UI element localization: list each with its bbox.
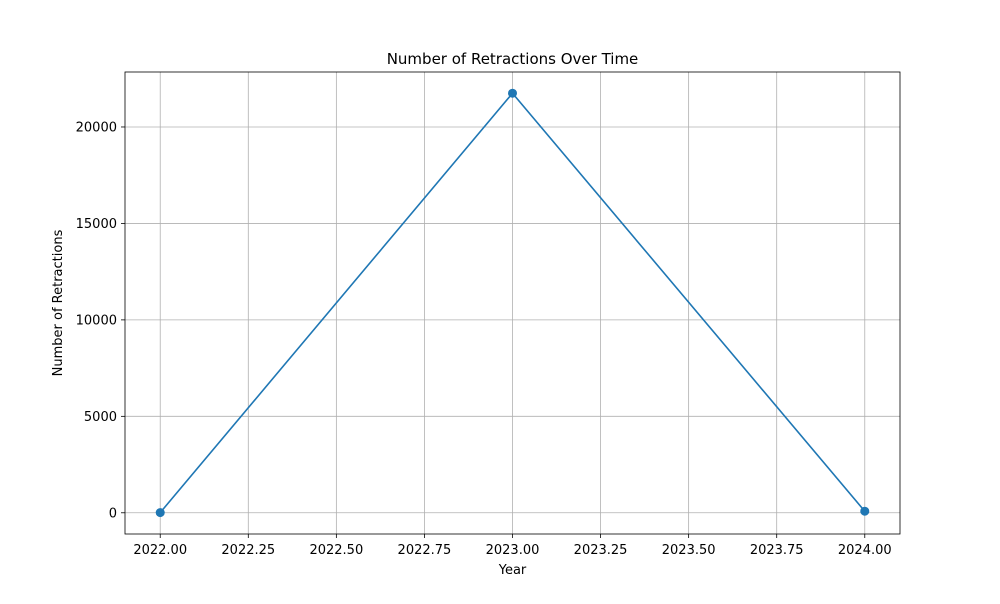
data-point xyxy=(155,508,165,518)
x-axis-label: Year xyxy=(498,563,527,578)
data-point xyxy=(860,506,870,516)
y-tick-label: 10000 xyxy=(76,313,117,328)
x-tick-label: 2024.00 xyxy=(838,543,892,558)
y-tick-label: 0 xyxy=(109,506,117,521)
grid-layer xyxy=(125,72,900,534)
data-point xyxy=(508,88,517,98)
y-tick-label: 20000 xyxy=(76,120,117,135)
x-tick-label: 2022.50 xyxy=(309,543,363,558)
x-tick-label: 2023.50 xyxy=(662,543,716,558)
y-axis-label: Number of Retractions xyxy=(51,229,66,376)
x-tick-label: 2023.25 xyxy=(574,543,628,558)
y-tick-label: 15000 xyxy=(76,217,117,232)
x-tick-label: 2022.75 xyxy=(398,543,452,558)
x-tick-label: 2022.25 xyxy=(221,543,275,558)
x-tick-label: 2023.00 xyxy=(486,543,540,558)
axes-layer: 2022.00 2022.25 2022.50 2022.75 2023.00 2023.… xyxy=(76,71,901,558)
chart-title: Number of Retractions Over Time xyxy=(387,50,639,68)
x-tick-label: 2023.75 xyxy=(750,543,804,558)
series-layer xyxy=(155,88,870,518)
x-tick-label: 2022.00 xyxy=(133,543,187,558)
y-tick-label: 5000 xyxy=(84,410,117,425)
